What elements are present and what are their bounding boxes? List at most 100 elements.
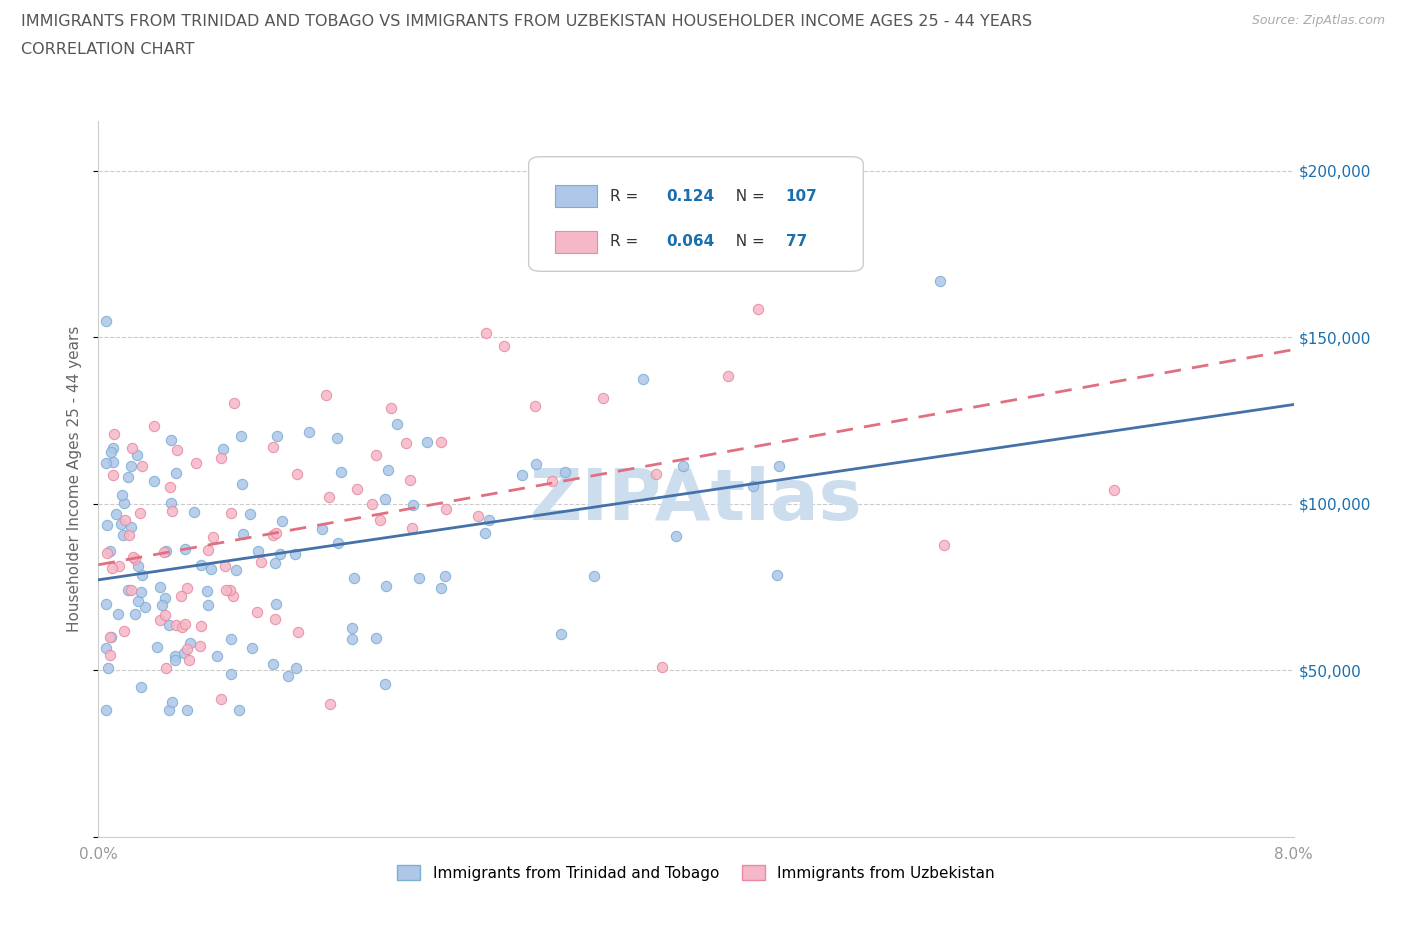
Point — [117, 582, 139, 597]
Point — [298, 425, 321, 440]
Point — [162, 503, 184, 518]
Point — [934, 538, 956, 553]
Point — [129, 680, 152, 695]
Point — [269, 547, 291, 562]
Point — [229, 429, 252, 444]
Point — [225, 563, 247, 578]
Point — [222, 396, 245, 411]
Point — [197, 598, 219, 613]
Point — [474, 525, 496, 540]
Point — [176, 703, 198, 718]
Point — [103, 468, 125, 483]
Point — [374, 676, 396, 691]
Point — [768, 458, 790, 473]
Point — [96, 546, 118, 561]
Point — [540, 473, 562, 488]
Point — [108, 558, 131, 573]
Point — [96, 518, 118, 533]
Point — [318, 489, 340, 504]
Point — [121, 441, 143, 456]
Point — [211, 442, 233, 457]
Point — [246, 604, 269, 619]
Point — [114, 512, 136, 527]
Point — [311, 522, 333, 537]
Text: IMMIGRANTS FROM TRINIDAD AND TOBAGO VS IMMIGRANTS FROM UZBEKISTAN HOUSEHOLDER IN: IMMIGRANTS FROM TRINIDAD AND TOBAGO VS I… — [21, 14, 1032, 29]
Point — [98, 647, 121, 662]
Point — [582, 568, 605, 583]
Point — [134, 600, 156, 615]
FancyBboxPatch shape — [555, 185, 596, 206]
Point — [645, 467, 668, 482]
Point — [117, 470, 139, 485]
Point — [157, 703, 180, 718]
Point — [219, 506, 242, 521]
Point — [155, 660, 177, 675]
Point — [197, 542, 219, 557]
Point — [176, 642, 198, 657]
Point — [231, 477, 253, 492]
Point — [747, 302, 769, 317]
Point — [131, 585, 153, 600]
Point — [222, 589, 245, 604]
Point — [415, 435, 437, 450]
Point — [232, 526, 254, 541]
Point — [129, 505, 152, 520]
Point — [131, 458, 153, 473]
Point — [183, 504, 205, 519]
Point — [475, 326, 498, 340]
Point — [143, 418, 166, 433]
Point — [554, 464, 576, 479]
Point — [364, 448, 387, 463]
Point — [340, 631, 363, 646]
Point — [149, 613, 172, 628]
Point — [205, 648, 228, 663]
Point — [264, 525, 287, 540]
Point — [218, 582, 240, 597]
Point — [179, 636, 201, 651]
Point — [214, 559, 236, 574]
Point — [219, 667, 242, 682]
Point — [124, 551, 146, 566]
Point — [430, 581, 453, 596]
Point — [385, 417, 408, 432]
Point — [202, 529, 225, 544]
Point — [742, 479, 765, 494]
Legend: Immigrants from Trinidad and Tobago, Immigrants from Uzbekistan: Immigrants from Trinidad and Tobago, Imm… — [391, 858, 1001, 886]
Point — [395, 435, 418, 450]
Point — [374, 579, 396, 594]
Point — [120, 582, 142, 597]
Point — [219, 631, 242, 646]
Point — [165, 618, 187, 632]
Text: 0.124: 0.124 — [666, 189, 714, 204]
Point — [105, 507, 128, 522]
Point — [523, 399, 546, 414]
Point — [361, 497, 384, 512]
Point — [173, 645, 195, 660]
Point — [176, 580, 198, 595]
Text: Source: ZipAtlas.com: Source: ZipAtlas.com — [1251, 14, 1385, 27]
Point — [249, 554, 271, 569]
Point — [343, 571, 366, 586]
Point — [124, 606, 146, 621]
Point — [366, 631, 388, 645]
Text: 77: 77 — [786, 234, 807, 249]
Point — [153, 607, 176, 622]
Point — [127, 447, 149, 462]
Point — [211, 450, 233, 465]
Point — [284, 660, 307, 675]
Point — [94, 456, 117, 471]
Point — [200, 562, 222, 577]
Point — [97, 660, 120, 675]
Point — [717, 368, 740, 383]
Point — [434, 568, 457, 583]
Point — [111, 488, 134, 503]
Text: CORRELATION CHART: CORRELATION CHART — [21, 42, 194, 57]
Point — [155, 591, 177, 605]
Text: 0.064: 0.064 — [666, 234, 714, 249]
Point — [98, 630, 121, 644]
Text: R =: R = — [610, 234, 648, 249]
Point — [478, 512, 501, 527]
Point — [377, 462, 399, 477]
Point — [209, 692, 232, 707]
Point — [402, 498, 425, 512]
